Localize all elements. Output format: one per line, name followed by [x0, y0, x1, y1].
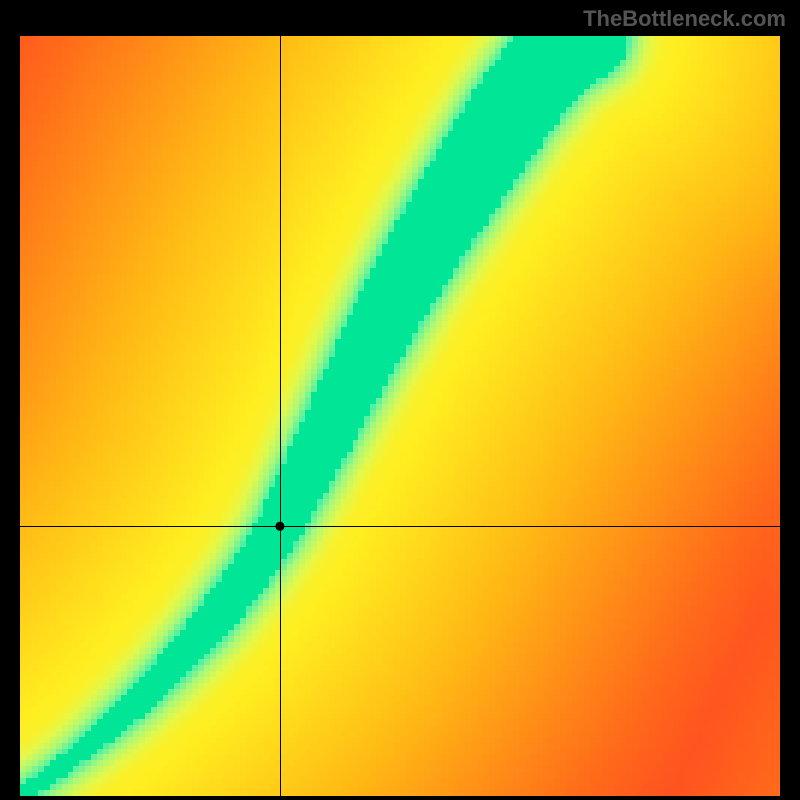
chart-container: TheBottleneck.com — [0, 0, 800, 800]
bottleneck-heatmap — [20, 36, 780, 796]
watermark-text: TheBottleneck.com — [583, 6, 786, 32]
